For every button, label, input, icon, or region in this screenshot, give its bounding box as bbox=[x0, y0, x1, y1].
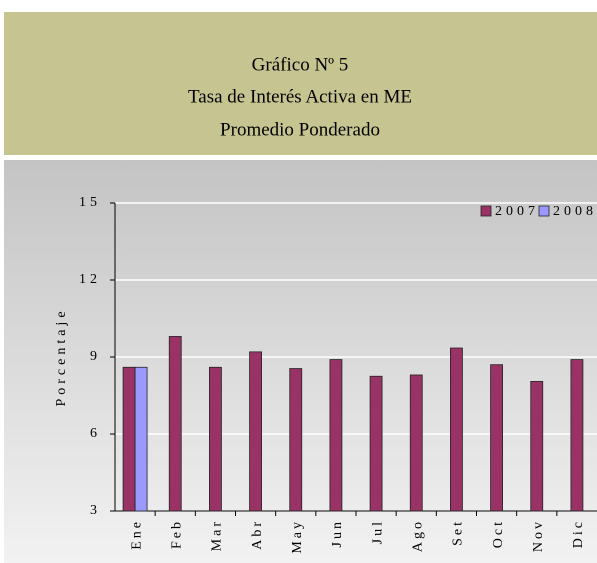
bar bbox=[369, 375, 383, 512]
bar bbox=[329, 359, 343, 512]
x-tick-label: May bbox=[290, 519, 305, 554]
x-tick-label: Dic bbox=[571, 519, 586, 548]
bar bbox=[122, 366, 136, 512]
bar bbox=[168, 336, 182, 512]
y-tick-label: 3 bbox=[90, 503, 101, 518]
y-tick-label: 12 bbox=[79, 272, 101, 287]
bar bbox=[450, 347, 463, 512]
chart-title: Tasa de Interés Activa en ME bbox=[188, 86, 412, 107]
legend-label: 2008 bbox=[553, 204, 597, 219]
legend-swatch bbox=[538, 205, 550, 217]
x-tick-label: Mar bbox=[210, 519, 225, 551]
bar bbox=[409, 374, 423, 512]
bar bbox=[289, 368, 303, 512]
x-tick-label: Oct bbox=[491, 519, 506, 548]
legend-swatch bbox=[480, 205, 492, 217]
bar bbox=[530, 380, 544, 512]
bar bbox=[249, 351, 262, 512]
header-box bbox=[4, 12, 597, 155]
x-tick-label: Abr bbox=[250, 519, 265, 550]
y-tick-label: 15 bbox=[79, 195, 101, 210]
bar bbox=[209, 366, 222, 512]
x-tick-label: Nov bbox=[531, 519, 546, 552]
x-tick-label: Jul bbox=[370, 519, 385, 544]
chart-title: Gráfico Nº 5 bbox=[252, 54, 349, 75]
bar bbox=[490, 364, 503, 512]
x-tick-label: Set bbox=[451, 519, 466, 546]
y-axis-label: Porcentaje bbox=[54, 307, 69, 406]
bar bbox=[570, 359, 584, 512]
chart-title: Promedio Ponderado bbox=[220, 119, 380, 140]
y-tick-label: 9 bbox=[90, 349, 101, 364]
x-tick-label: Ene bbox=[129, 519, 144, 550]
legend-label: 2007 bbox=[495, 204, 539, 219]
bar bbox=[134, 366, 148, 512]
x-tick-label: Ago bbox=[410, 519, 425, 552]
y-tick-label: 6 bbox=[90, 426, 101, 441]
x-tick-label: Jun bbox=[330, 519, 345, 547]
x-tick-label: Feb bbox=[169, 519, 184, 549]
